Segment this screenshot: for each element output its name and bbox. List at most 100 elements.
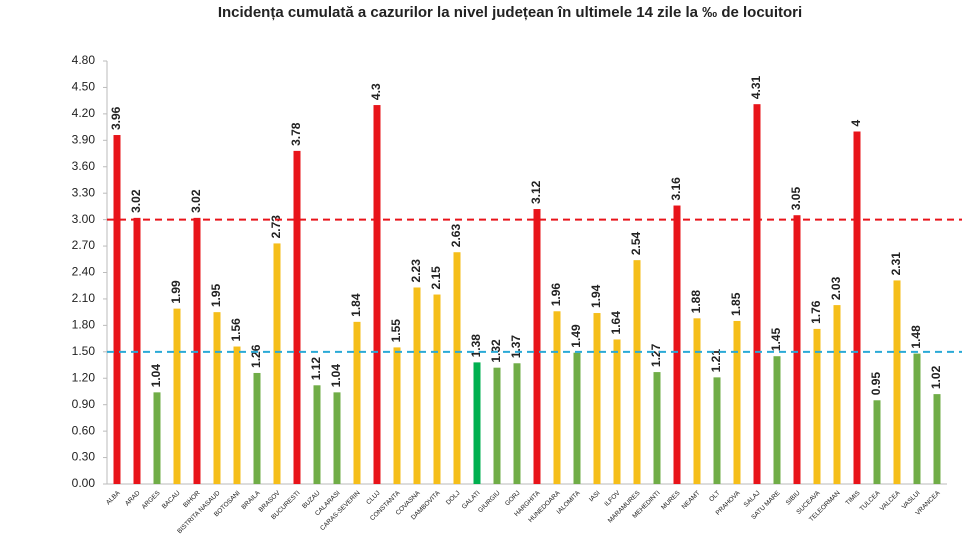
x-tick-label: ARGES [141, 489, 163, 511]
y-tick-label: 2.40 [72, 265, 96, 279]
bar [493, 367, 501, 484]
value-label: 1.95 [209, 283, 223, 307]
bar [233, 346, 241, 484]
x-tick-label: GIURGIU [477, 489, 502, 514]
x-tick-label: CARAS-SEVERIN [319, 489, 362, 532]
bar [513, 363, 521, 484]
x-tick-label: ARAD [124, 489, 142, 507]
value-label: 2.73 [269, 215, 283, 239]
x-tick-label: ALBA [105, 489, 122, 506]
value-label: 4.31 [749, 75, 763, 99]
bar [273, 243, 281, 484]
y-tick-label: 0.90 [72, 397, 96, 411]
x-tick-label: TULCEA [859, 489, 883, 513]
y-tick-label: 4.50 [72, 80, 96, 94]
value-label: 1.21 [709, 349, 723, 373]
value-label: 1.76 [809, 300, 823, 324]
value-label: 1.38 [469, 334, 483, 358]
bar [653, 372, 661, 484]
bar [113, 135, 121, 484]
value-label: 2.23 [409, 259, 423, 283]
value-label: 4 [849, 120, 863, 127]
value-label: 3.16 [669, 177, 683, 201]
x-tick-label: SIBIU [785, 489, 802, 506]
value-label: 1.48 [909, 325, 923, 349]
y-tick-label: 0.00 [72, 476, 96, 490]
bar [733, 320, 741, 484]
value-label: 2.15 [429, 266, 443, 290]
bar [693, 318, 701, 484]
bar [173, 308, 181, 484]
value-label: 1.85 [729, 292, 743, 316]
value-label: 3.12 [529, 180, 543, 204]
value-label: 1.49 [569, 324, 583, 348]
x-tick-label: BACAU [161, 489, 182, 510]
bar [753, 104, 761, 485]
x-tick-label: IASI [588, 490, 602, 504]
bar [553, 311, 561, 484]
bar [393, 347, 401, 484]
bar [633, 260, 641, 484]
value-label: 4.3 [369, 83, 383, 100]
value-label: 2.03 [829, 276, 843, 300]
value-label: 3.96 [109, 106, 123, 130]
chart-title: Incidența cumulată a cazurilor la nivel … [218, 4, 802, 21]
bar [853, 131, 861, 484]
y-tick-label: 3.90 [72, 132, 96, 146]
x-tick-label: MURES [660, 489, 682, 511]
x-tick-label: CLUJ [365, 490, 381, 506]
value-label: 1.26 [249, 344, 263, 368]
value-label: 1.64 [609, 311, 623, 335]
bar [153, 392, 161, 484]
value-label: 1.12 [309, 357, 323, 381]
value-label: 1.27 [649, 343, 663, 367]
bar [353, 321, 361, 484]
value-label: 1.56 [229, 318, 243, 342]
value-label: 3.02 [189, 189, 203, 213]
y-tick-label: 0.60 [72, 423, 96, 437]
bar [833, 305, 841, 484]
bar [913, 353, 921, 484]
value-label: 1.02 [929, 365, 943, 389]
value-label: 1.45 [769, 328, 783, 352]
value-label: 1.99 [169, 280, 183, 304]
bar [893, 280, 901, 484]
y-tick-label: 1.20 [72, 370, 96, 384]
bar [293, 150, 301, 484]
bar [713, 377, 721, 484]
bar [773, 356, 781, 484]
y-tick-label: 3.00 [72, 212, 96, 226]
value-label: 1.55 [389, 319, 403, 343]
y-tick-label: 2.10 [72, 291, 96, 305]
y-tick-label: 1.80 [72, 318, 96, 332]
x-tick-label: GORJ [504, 490, 522, 508]
y-tick-label: 2.70 [72, 238, 96, 252]
y-tick-label: 3.30 [72, 185, 96, 199]
value-label: 2.63 [449, 224, 463, 248]
x-tick-label: TIMIS [844, 489, 862, 507]
value-label: 2.31 [889, 252, 903, 276]
bar [253, 372, 261, 484]
bar [573, 352, 581, 484]
x-tick-label: ILFOV [603, 489, 622, 508]
value-label: 3.78 [289, 122, 303, 146]
bar [873, 400, 881, 484]
y-tick-label: 3.60 [72, 159, 96, 173]
x-tick-label: VALCEA [879, 489, 902, 512]
value-label: 1.37 [509, 335, 523, 359]
bar [413, 287, 421, 484]
value-label: 3.02 [129, 189, 143, 213]
bar [433, 294, 441, 484]
value-label: 1.04 [149, 364, 163, 388]
value-label: 1.84 [349, 293, 363, 317]
y-tick-label: 4.20 [72, 106, 96, 120]
value-label: 1.88 [689, 290, 703, 314]
bar [533, 209, 541, 485]
bar [593, 313, 601, 484]
y-tick-label: 0.30 [72, 450, 96, 464]
x-tick-label: OLT [708, 490, 722, 504]
value-label: 3.05 [789, 187, 803, 211]
bar [213, 312, 221, 484]
value-label: 2.54 [629, 231, 643, 255]
